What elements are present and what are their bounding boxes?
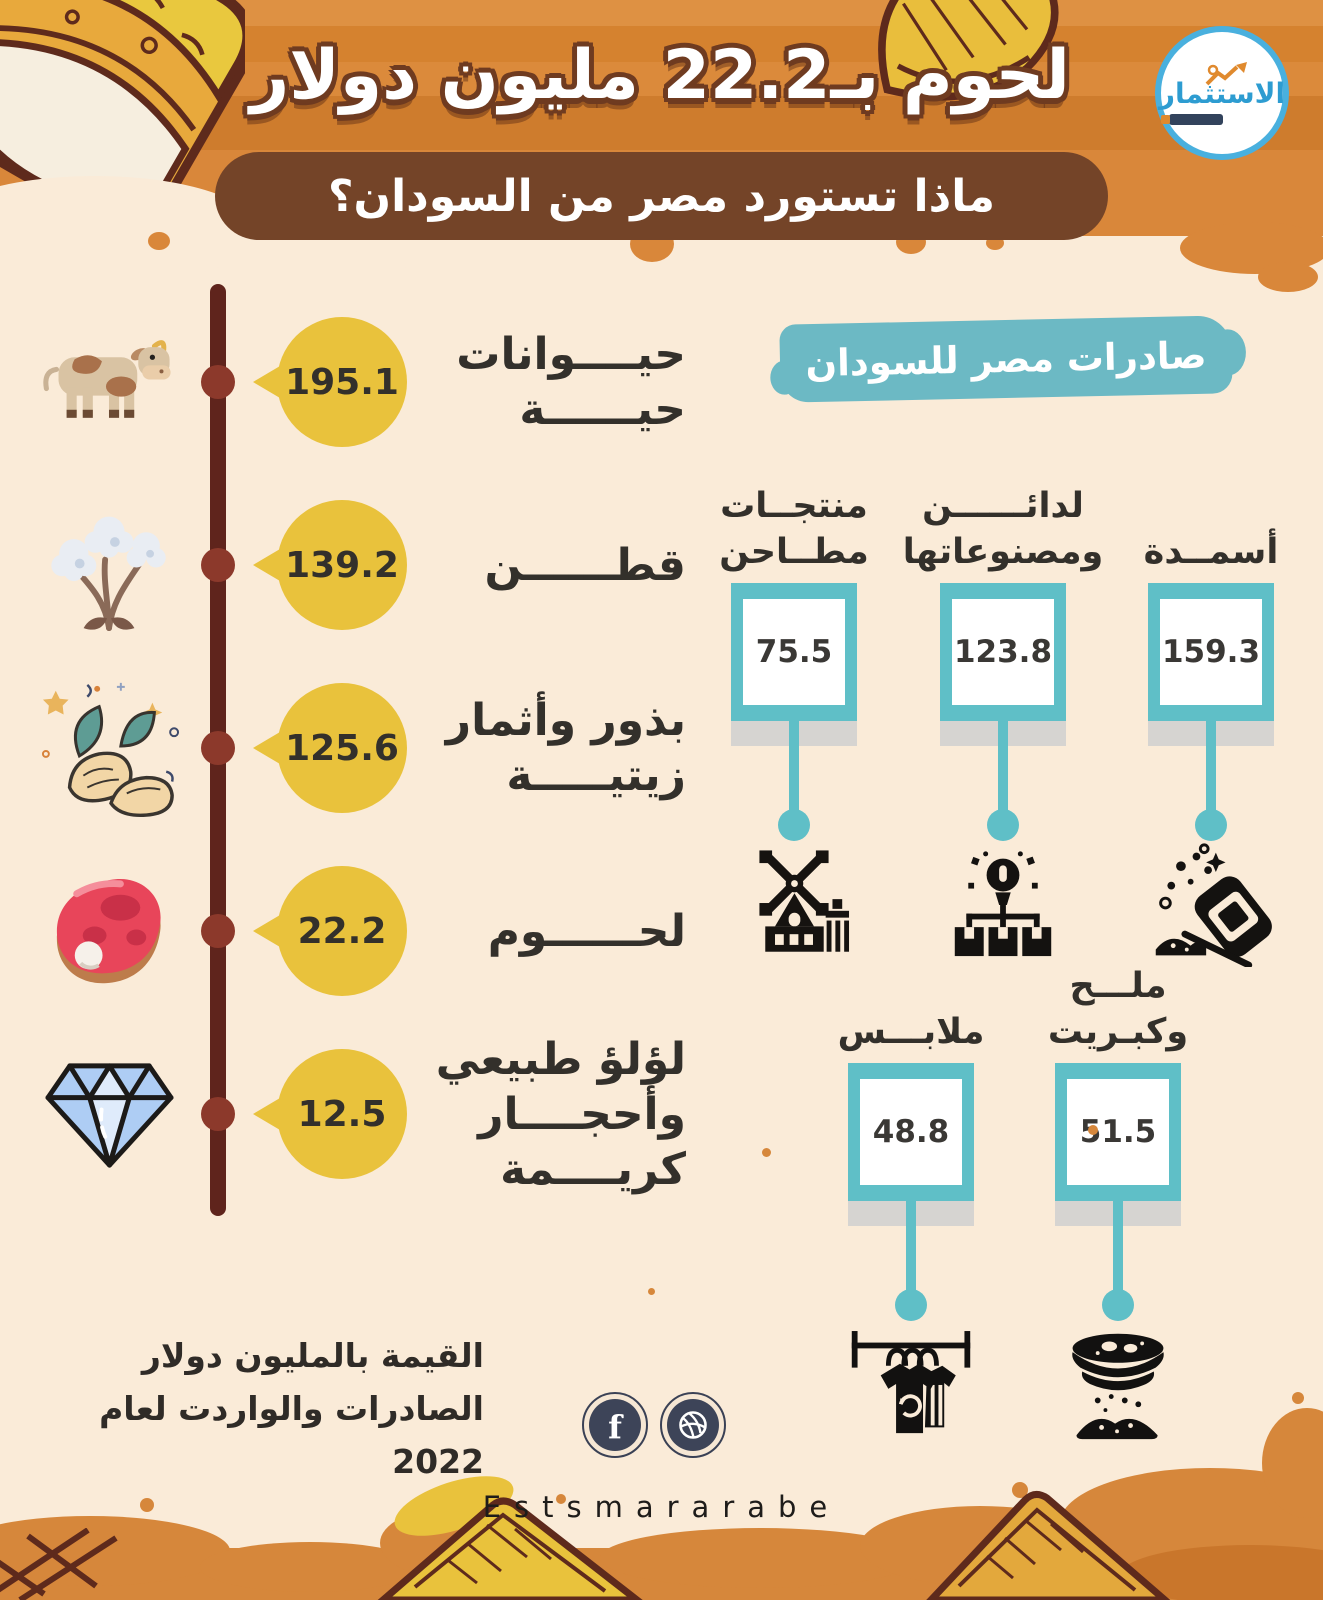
value-bubble: 195.1 — [277, 317, 407, 447]
import-label: لحــــــوم — [487, 905, 686, 957]
import-label-wrap: بذور وأثمار زيتيـــــة — [416, 653, 686, 843]
connector — [1148, 721, 1274, 847]
import-label: لؤلؤ طبيعي وأحجــــار كريــــمة — [435, 1033, 686, 1195]
import-row-meat: 22.2 لحــــــوم — [0, 836, 700, 1026]
diamond-icon — [26, 1019, 194, 1209]
export-col-plastics: لدائــــــن ومصنوعاتها 123.8 — [903, 453, 1103, 961]
export-value: 75.5 — [743, 599, 845, 705]
import-label: قطــــــن — [484, 539, 686, 591]
export-col-salt-sulfur: ملـــح وكبـريت 51.5 — [1048, 933, 1188, 1441]
export-value-box: 48.8 — [848, 1063, 974, 1201]
value-bubble: 139.2 — [277, 500, 407, 630]
export-label: لدائــــــن ومصنوعاتها — [902, 486, 1104, 572]
plastics-icon — [945, 847, 1061, 961]
facebook-button[interactable]: f — [582, 1392, 648, 1458]
dribbble-icon — [667, 1399, 719, 1451]
connector — [731, 721, 857, 847]
export-col-clothes: ملابـــس 48.8 — [838, 933, 984, 1441]
question-banner: ماذا تستورد مصر من السودان؟ — [215, 152, 1108, 240]
connector — [1055, 1201, 1181, 1327]
import-value: 195.1 — [285, 361, 399, 403]
cotton-icon — [26, 470, 194, 660]
export-col-fertilizer: أسمــدة 159.3 — [1144, 453, 1278, 967]
export-label: ملـــح وكبـريت — [1047, 966, 1189, 1052]
import-label-wrap: حيــــوانات حيــــــة — [416, 287, 686, 477]
export-value: 51.5 — [1067, 1079, 1169, 1185]
export-value-box: 159.3 — [1148, 583, 1274, 721]
splash-dot — [556, 1494, 566, 1504]
timeline-node — [201, 548, 235, 582]
splash-dot — [140, 1498, 154, 1512]
splash-dot — [1012, 1482, 1028, 1498]
export-label: منتجــات مطــاحن — [719, 486, 869, 572]
social-icons: f — [582, 1392, 726, 1458]
bread-wedge-illustration — [377, 1497, 643, 1600]
export-label: ملابـــس — [837, 1011, 985, 1052]
splash-dot — [648, 1288, 655, 1295]
timeline-node — [201, 1097, 235, 1131]
brand-logo: الاستثمار — [1155, 26, 1289, 160]
brand-name: الاستثمار — [1158, 76, 1286, 110]
import-value: 139.2 — [285, 544, 399, 586]
export-value: 159.3 — [1160, 599, 1262, 705]
clothes-icon — [846, 1327, 976, 1441]
connector — [848, 1201, 974, 1327]
value-bubble: 12.5 — [277, 1049, 407, 1179]
dribbble-button[interactable] — [660, 1392, 726, 1458]
import-label-wrap: لحــــــوم — [416, 836, 686, 1026]
bread-wedge-illustration — [926, 1491, 1170, 1600]
import-row-cotton: 139.2 قطــــــن — [0, 470, 700, 660]
exports-banner: صادرات مصر للسودان — [779, 315, 1233, 403]
fertilizer-icon — [1148, 843, 1274, 967]
band-bump — [0, 1516, 230, 1586]
brand-tagline-badge — [1160, 113, 1223, 125]
oil-seeds-icon — [26, 653, 194, 843]
lattice-illustration — [0, 1528, 118, 1600]
cow-icon — [26, 287, 194, 477]
timeline-node — [201, 731, 235, 765]
value-bubble: 125.6 — [277, 683, 407, 813]
export-col-flour-mill: منتجــات مطــاحن 75.5 — [719, 453, 869, 961]
export-value-box: 51.5 — [1055, 1063, 1181, 1201]
salt-sulfur-icon — [1055, 1327, 1181, 1441]
social-handle: Estsmararabe — [482, 1490, 841, 1524]
import-label-wrap: لؤلؤ طبيعي وأحجــــار كريــــمة — [416, 1019, 686, 1209]
import-label: بذور وأثمار زيتيـــــة — [445, 695, 686, 801]
meat-icon — [26, 836, 194, 1026]
import-label: حيــــوانات حيــــــة — [456, 329, 686, 435]
splash-dot — [1292, 1392, 1304, 1404]
export-value: 123.8 — [952, 599, 1054, 705]
value-bubble: 22.2 — [277, 866, 407, 996]
import-row-pearls-gems: 12.5 لؤلؤ طبيعي وأحجــــار كريــــمة — [0, 1019, 700, 1209]
facebook-icon: f — [589, 1399, 641, 1451]
main-title: لحوم بـ22.2 مليون دولار — [250, 36, 1070, 115]
import-value: 22.2 — [297, 910, 387, 952]
export-value-box: 123.8 — [940, 583, 1066, 721]
orange-drip — [148, 232, 170, 250]
import-value: 125.6 — [285, 727, 399, 769]
export-value-box: 75.5 — [731, 583, 857, 721]
import-row-oil-seeds: 125.6 بذور وأثمار زيتيـــــة — [0, 653, 700, 843]
export-value: 48.8 — [860, 1079, 962, 1185]
import-label-wrap: قطــــــن — [416, 470, 686, 660]
footnote: القيمة بالمليون دولار الصادرات والواردت … — [99, 1336, 484, 1481]
import-value: 12.5 — [297, 1093, 387, 1135]
flour-mill-icon — [738, 847, 850, 961]
bread-loaf-illustration — [878, 0, 1059, 101]
import-row-live-animals: 195.1 حيــــوانات حيــــــة — [0, 287, 700, 477]
timeline-node — [201, 365, 235, 399]
connector — [940, 721, 1066, 847]
splash-dot — [1088, 1125, 1098, 1135]
export-label: أسمــدة — [1143, 531, 1279, 572]
splash-dot — [762, 1148, 771, 1157]
orange-drip — [1258, 262, 1318, 292]
growth-arrow-icon — [1205, 61, 1248, 85]
timeline-node — [201, 914, 235, 948]
